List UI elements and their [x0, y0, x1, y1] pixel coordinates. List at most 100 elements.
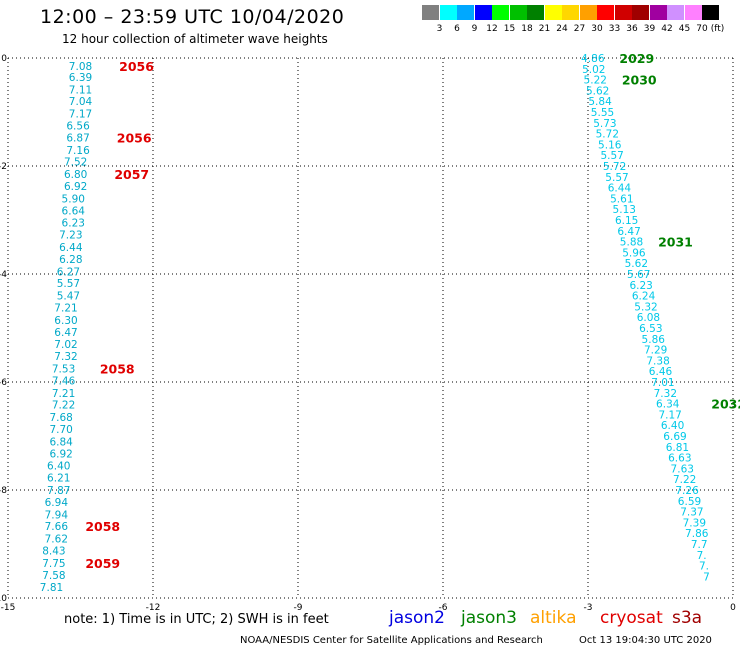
wave-height-value: 6.94: [45, 497, 69, 509]
wave-height-value: 6.08: [637, 312, 660, 324]
wave-height-value: 4.86: [581, 53, 605, 65]
wave-height-value: 7.62: [45, 534, 68, 546]
wave-height-value: 7.86: [685, 528, 709, 540]
scale-label: 27: [573, 24, 586, 34]
footer-note: note: 1) Time is in UTC; 2) SWH is in fe…: [64, 612, 329, 627]
wave-height-value: 5.72: [596, 129, 619, 141]
satellite-s3a: s3a: [672, 608, 703, 628]
scale-swatch: [614, 5, 632, 20]
wave-height-value: 7.81: [40, 582, 63, 594]
wave-height-value: 6.59: [678, 496, 701, 508]
chart-subtitle: 12 hour collection of altimeter wave hei…: [62, 32, 328, 46]
wave-height-value: 7.32: [54, 351, 77, 363]
pass-number-label: 2029: [619, 51, 654, 66]
wave-height-value: 5.61: [610, 193, 633, 205]
wave-height-value: 6.46: [649, 366, 673, 378]
scale-swatch: [562, 5, 579, 20]
lon-tick-label: -12: [146, 603, 161, 613]
wave-height-value: 6.63: [668, 453, 691, 465]
scale-swatch: [422, 5, 439, 20]
lon-tick-label: -9: [294, 603, 303, 613]
wave-height-value: 7.37: [680, 507, 703, 519]
wave-height-value: 6.53: [639, 323, 662, 335]
scale-swatch: [527, 5, 544, 20]
scale-unit: (ft): [710, 24, 725, 34]
wave-height-value: 6.44: [59, 242, 83, 254]
wave-height-value: 5.67: [627, 269, 650, 281]
wave-height-value: 7.11: [69, 84, 92, 96]
scale-label: 15: [503, 24, 516, 34]
wave-height-value: 6.44: [608, 183, 632, 195]
pass-number-label: 2059: [85, 556, 120, 571]
wave-height-value: 5.84: [588, 96, 612, 108]
pass-number-label: 2058: [100, 362, 135, 377]
scale-label: 39: [643, 24, 656, 34]
wave-height-value: 6.27: [57, 266, 80, 278]
wave-height-value: 7.63: [671, 463, 694, 475]
wave-height-value: 7.21: [54, 302, 77, 314]
wave-height-value: 6.39: [69, 72, 92, 84]
wave-height-value: 6.23: [62, 218, 85, 230]
scale-swatch: [684, 5, 702, 20]
wave-height-value: 7.: [699, 561, 709, 573]
wave-height-value: 6.87: [66, 132, 89, 144]
wave-height-value: 6.40: [661, 420, 684, 432]
wave-height-value: 7.21: [52, 388, 75, 400]
wave-height-value: 6.47: [54, 327, 77, 339]
pass-number-label: 2032: [711, 397, 740, 412]
wave-height-value: 5.73: [593, 118, 616, 130]
scale-label: 36: [626, 24, 638, 34]
pass-number-label: 2056: [117, 130, 152, 145]
wave-height-value: 5.90: [62, 193, 85, 205]
scale-swatch: [544, 5, 562, 20]
pass-number-label: 2031: [658, 235, 693, 250]
wave-height-value: 6.81: [666, 442, 689, 454]
wave-height-value: 6.28: [59, 254, 82, 266]
wave-height-value: 7.75: [42, 558, 65, 570]
wave-height-value: 7.94: [45, 509, 69, 521]
lat-tick-label: -10: [0, 594, 7, 604]
scale-swatch: [509, 5, 527, 20]
wave-height-value: 5.72: [603, 161, 626, 173]
wave-height-value: 5.55: [591, 107, 614, 119]
scale-label: 24: [556, 24, 568, 34]
wave-height-value: 6.80: [64, 169, 87, 181]
pass-number-label: 2058: [85, 519, 120, 534]
wave-height-value: 5.57: [600, 150, 623, 162]
wave-height-value: 7.66: [45, 521, 69, 533]
wave-height-value: 5.88: [620, 237, 643, 249]
wave-height-value: 8.43: [42, 545, 65, 557]
wave-height-value: 7.58: [42, 570, 65, 582]
scale-swatch: [597, 5, 614, 20]
credit-text: NOAA/NESDIS Center for Satellite Applica…: [240, 635, 543, 646]
lon-tick-label: -3: [584, 603, 593, 613]
wave-height-value: 7.17: [69, 109, 92, 121]
lat-tick-label: -2: [0, 162, 7, 172]
wave-height-value: 7.26: [675, 485, 699, 497]
wave-height-value: 7.46: [52, 375, 76, 387]
wave-height-value: 5.16: [598, 139, 622, 151]
wave-height-value: 7.70: [49, 424, 72, 436]
scale-label: 30: [591, 24, 603, 34]
scale-label: 21: [538, 24, 551, 34]
wave-height-value: 7.22: [52, 400, 75, 412]
wave-height-value: 7.38: [646, 355, 669, 367]
scale-label: 42: [661, 24, 673, 34]
lon-tick-label: 0: [730, 603, 736, 613]
generated-timestamp: Oct 13 19:04:30 UTC 2020: [579, 635, 712, 646]
wave-height-value: 7.68: [49, 412, 72, 424]
scale-swatch: [439, 5, 457, 20]
wave-height-value: 7.7: [691, 539, 708, 551]
wave-height-value: 6.92: [64, 181, 87, 193]
wave-height-value: 5.13: [613, 204, 636, 216]
scale-swatch: [492, 5, 509, 20]
wave-height-value: 7.52: [64, 157, 87, 169]
wave-height-value: 6.47: [617, 226, 640, 238]
wave-height-value: 6.64: [62, 205, 86, 217]
wave-height-value: 7.53: [52, 364, 75, 376]
wave-height-value: 7: [703, 571, 710, 583]
wave-height-value: 7.01: [651, 377, 674, 389]
wave-height-value: 5.47: [57, 291, 80, 303]
wave-height-value: 7.: [697, 550, 707, 562]
